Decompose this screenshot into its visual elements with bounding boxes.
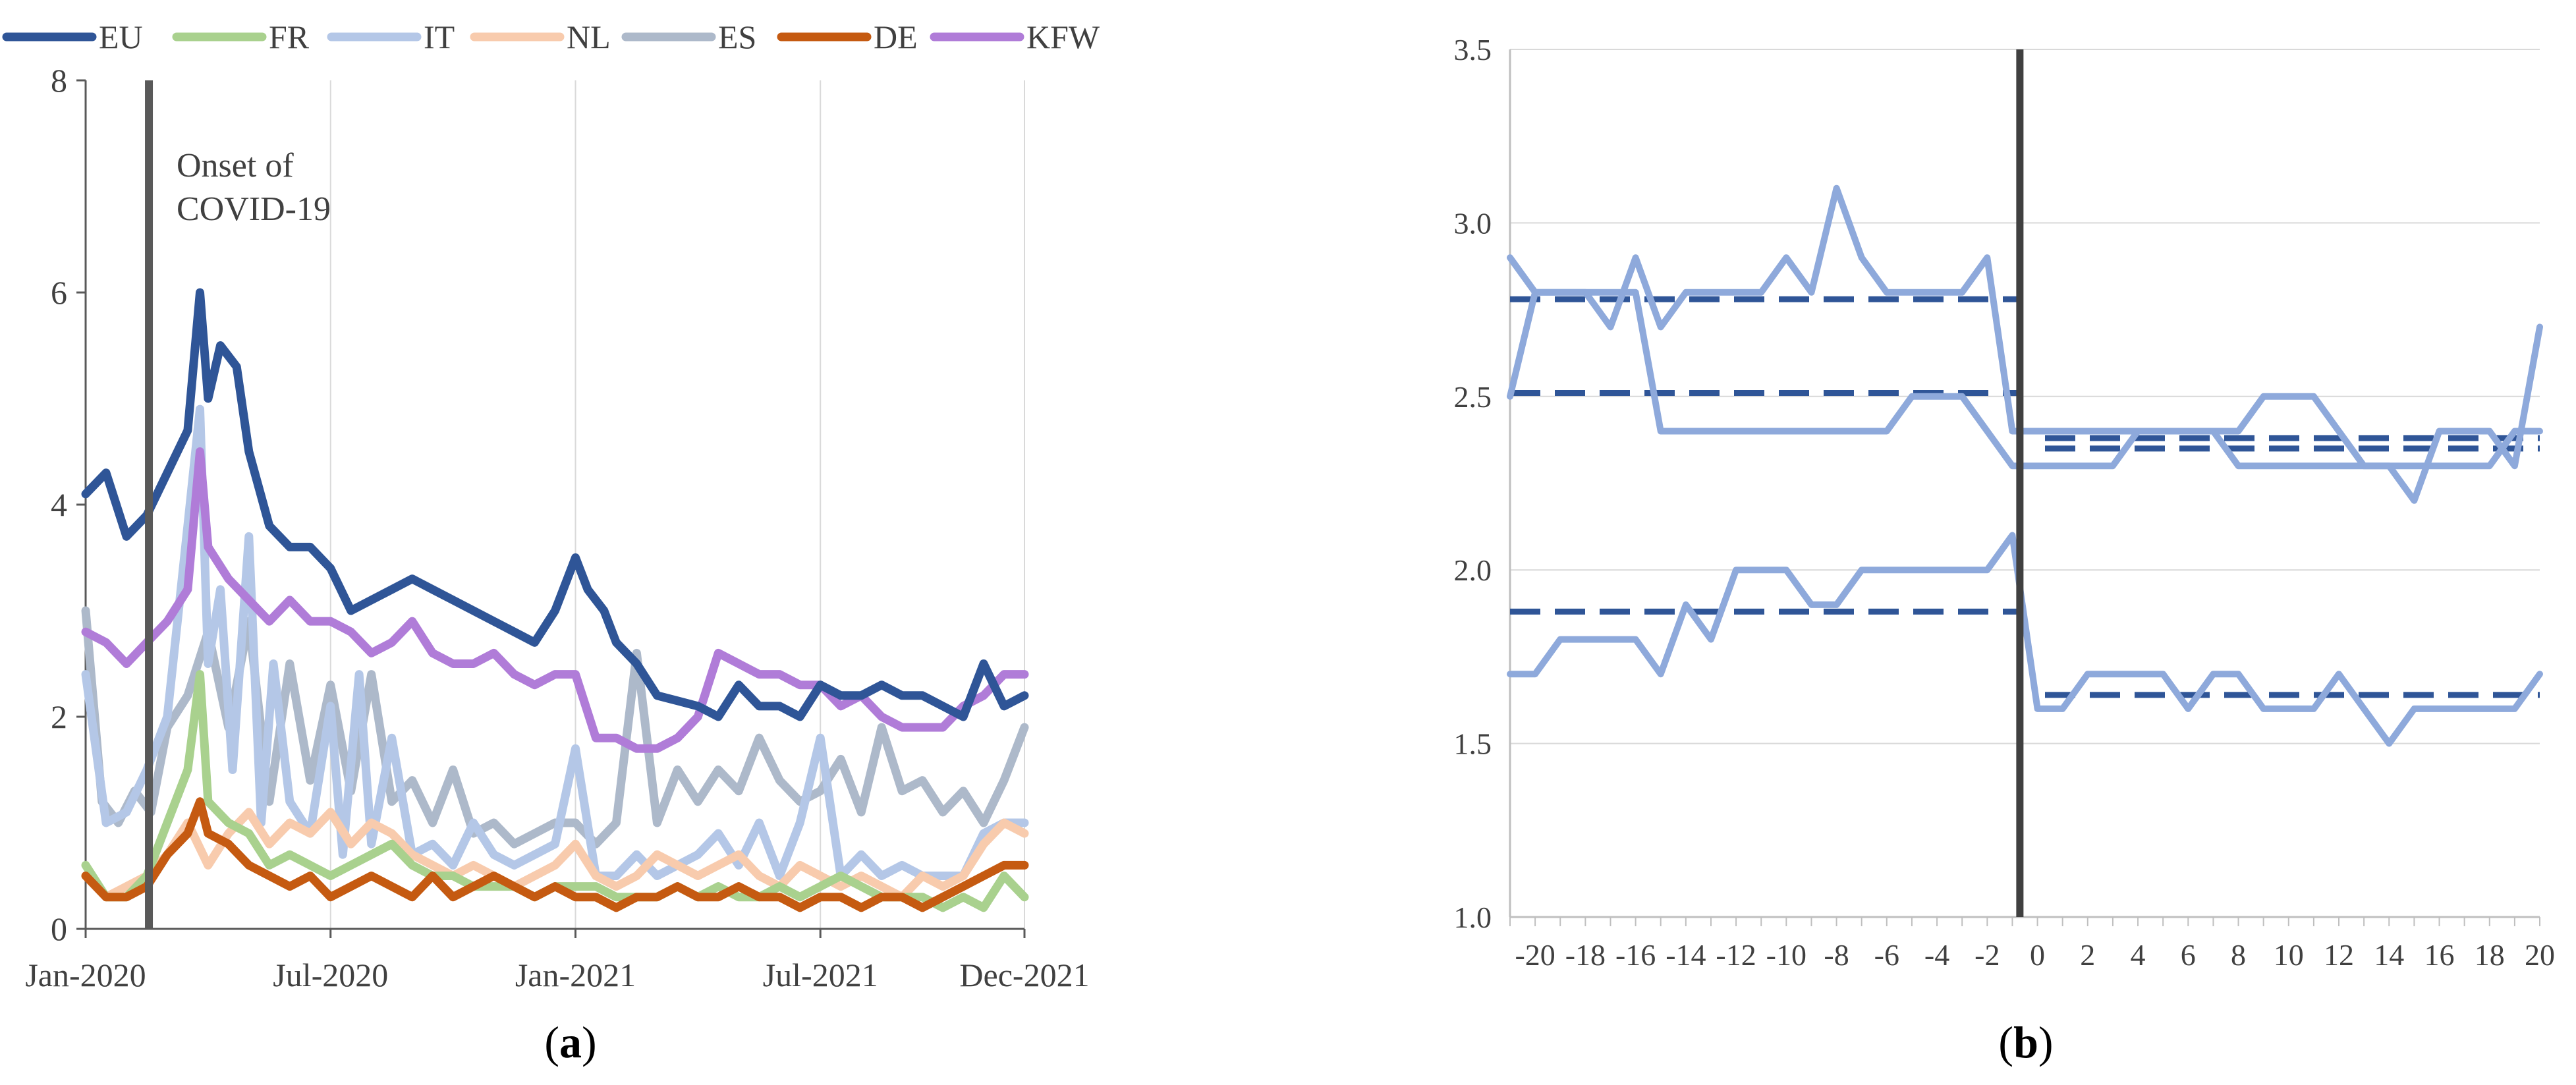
panel-b-ytick-label-1-0: 1.0 [1454,901,1492,934]
panel-a-gridlines [329,80,1025,929]
panel-b-xtick-label-10: -10 [1766,938,1806,972]
panel-b-ytick-label-3-0: 3.0 [1454,206,1492,240]
panel-b-xtick-label-0: 0 [2030,938,2045,972]
panel-b-xtick-label-12: -12 [1716,938,1756,972]
panel-a-ytick-label-0: 0 [51,910,67,947]
panel-b-series [1507,184,2543,747]
annotation-line-2: COVID-19 [177,190,331,228]
panel-a-x-tick-labels: Jan-2020 Jul-2020 Jan-2021 Jul-2021 Dec-2021 [25,957,1089,993]
panel-b-xtick-label-2: -2 [1974,938,2000,972]
series-line-kfw [81,447,1029,753]
panel-b-xtick-label-2: 2 [2080,938,2095,972]
panel-b-xtick-label-6: 6 [2181,938,2196,972]
panel-a-ytick-label-4: 4 [51,486,67,523]
series-line-lower [1507,532,2543,747]
panel-b-xtick-label-14: 14 [2374,938,2404,972]
panel-b-xtick-label-4: -4 [1924,938,1949,972]
panel-a-axes [76,79,1026,938]
panel-a-label: (a) [544,1017,596,1067]
panel-b-gridlines [1510,49,2540,744]
panel-b-xtick-label-8: 8 [2231,938,2246,972]
legend-label-nl: NL [567,18,611,55]
panel-b-y-tick-labels: 1.0 1.5 2.0 2.5 3.0 3.5 [1454,33,1492,934]
panel-b-ytick-label-2-5: 2.5 [1454,380,1492,414]
panel-a-chart: Onset of COVID-19 EU FR IT NL ES DE KFW 02468 … [2,18,1100,1067]
panel-b-ytick-label-1-5: 1.5 [1454,727,1492,761]
panel-b-xtick-label-16: -16 [1615,938,1656,972]
panel-b-xtick-label-6: -6 [1874,938,1899,972]
panel-b-xtick-label-16: 16 [2424,938,2455,972]
panel-b-xtick-label-4: 4 [2131,938,2146,972]
panel-b-label-open: ( [1998,1017,2013,1067]
panel-b-xtick-label-12: 12 [2324,938,2354,972]
series-line-middle [1507,289,2543,470]
panel-b-xtick-label-20: -20 [1515,938,1555,972]
panel-b-axes [1509,49,2540,926]
panel-b-xtick-label-14: -14 [1666,938,1706,972]
panel-a-y-tick-labels: 0 2 4 6 8 [51,62,67,947]
panel-b-x-tick-labels: -20 -18 -16 -14 -12 -10 -8 -6 -4 -2 0 2 4 6 8 10 12 14 16 1… [1515,938,2555,972]
legend-label-de: DE [874,18,918,55]
panel-a-label-close: ) [582,1017,597,1067]
panel-a-ytick-label-2: 2 [51,698,67,735]
panel-b-ytick-label-3-5: 3.5 [1454,33,1492,67]
legend-label-it: IT [424,18,455,55]
legend-label-fr: FR [269,18,310,55]
panel-b-mean-lines [1510,296,2540,698]
panel-b-xtick-label-18: -18 [1565,938,1606,972]
series-line-nl [81,808,1029,902]
series-line-de [81,797,1029,912]
panel-a-xtick-label-jul-2021: Jul-2021 [763,957,878,993]
panel-b-xtick-label-20: 20 [2525,938,2555,972]
legend-label-es: ES [718,18,756,55]
legend-label-kfw: KFW [1026,18,1100,55]
panel-b-xtick-label-18: 18 [2475,938,2505,972]
panel-a-xtick-label-jul-2020: Jul-2020 [273,957,388,993]
series-line-it [81,404,1029,880]
panel-a-ytick-label-8: 8 [51,62,67,99]
panel-b-xtick-label-10: 10 [2274,938,2304,972]
panel-a-ytick-label-6: 6 [51,274,67,311]
annotation-line-1: Onset of [177,147,294,184]
legend-label-eu: EU [99,18,143,55]
panel-a-legend: EU FR IT NL ES DE KFW [2,18,1100,55]
series-line-upper [1507,184,2543,504]
panel-a-label-open: ( [544,1017,559,1067]
panel-a-xtick-label-jan-2020: Jan-2020 [25,957,146,993]
panel-b-label-letter: b [2013,1017,2038,1067]
panel-b-chart: 1.01.52.02.53.03.5 -20 -18 -16 -14 -12 -10 -8-… [1454,33,2556,1067]
panel-b-xtick-label-8: -8 [1824,938,1849,972]
series-line-eu [81,288,1029,721]
panel-b-label-close: ) [2038,1017,2054,1067]
panel-a-label-letter: a [559,1017,582,1067]
panel-a-series [81,288,1029,912]
panel-a-xtick-label-jan-2021: Jan-2021 [515,957,636,993]
panel-b-ytick-label-2-0: 2.0 [1454,553,1492,587]
panel-a-xtick-label-dec-2021: Dec-2021 [959,957,1089,993]
panel-b-label: (b) [1998,1017,2053,1067]
